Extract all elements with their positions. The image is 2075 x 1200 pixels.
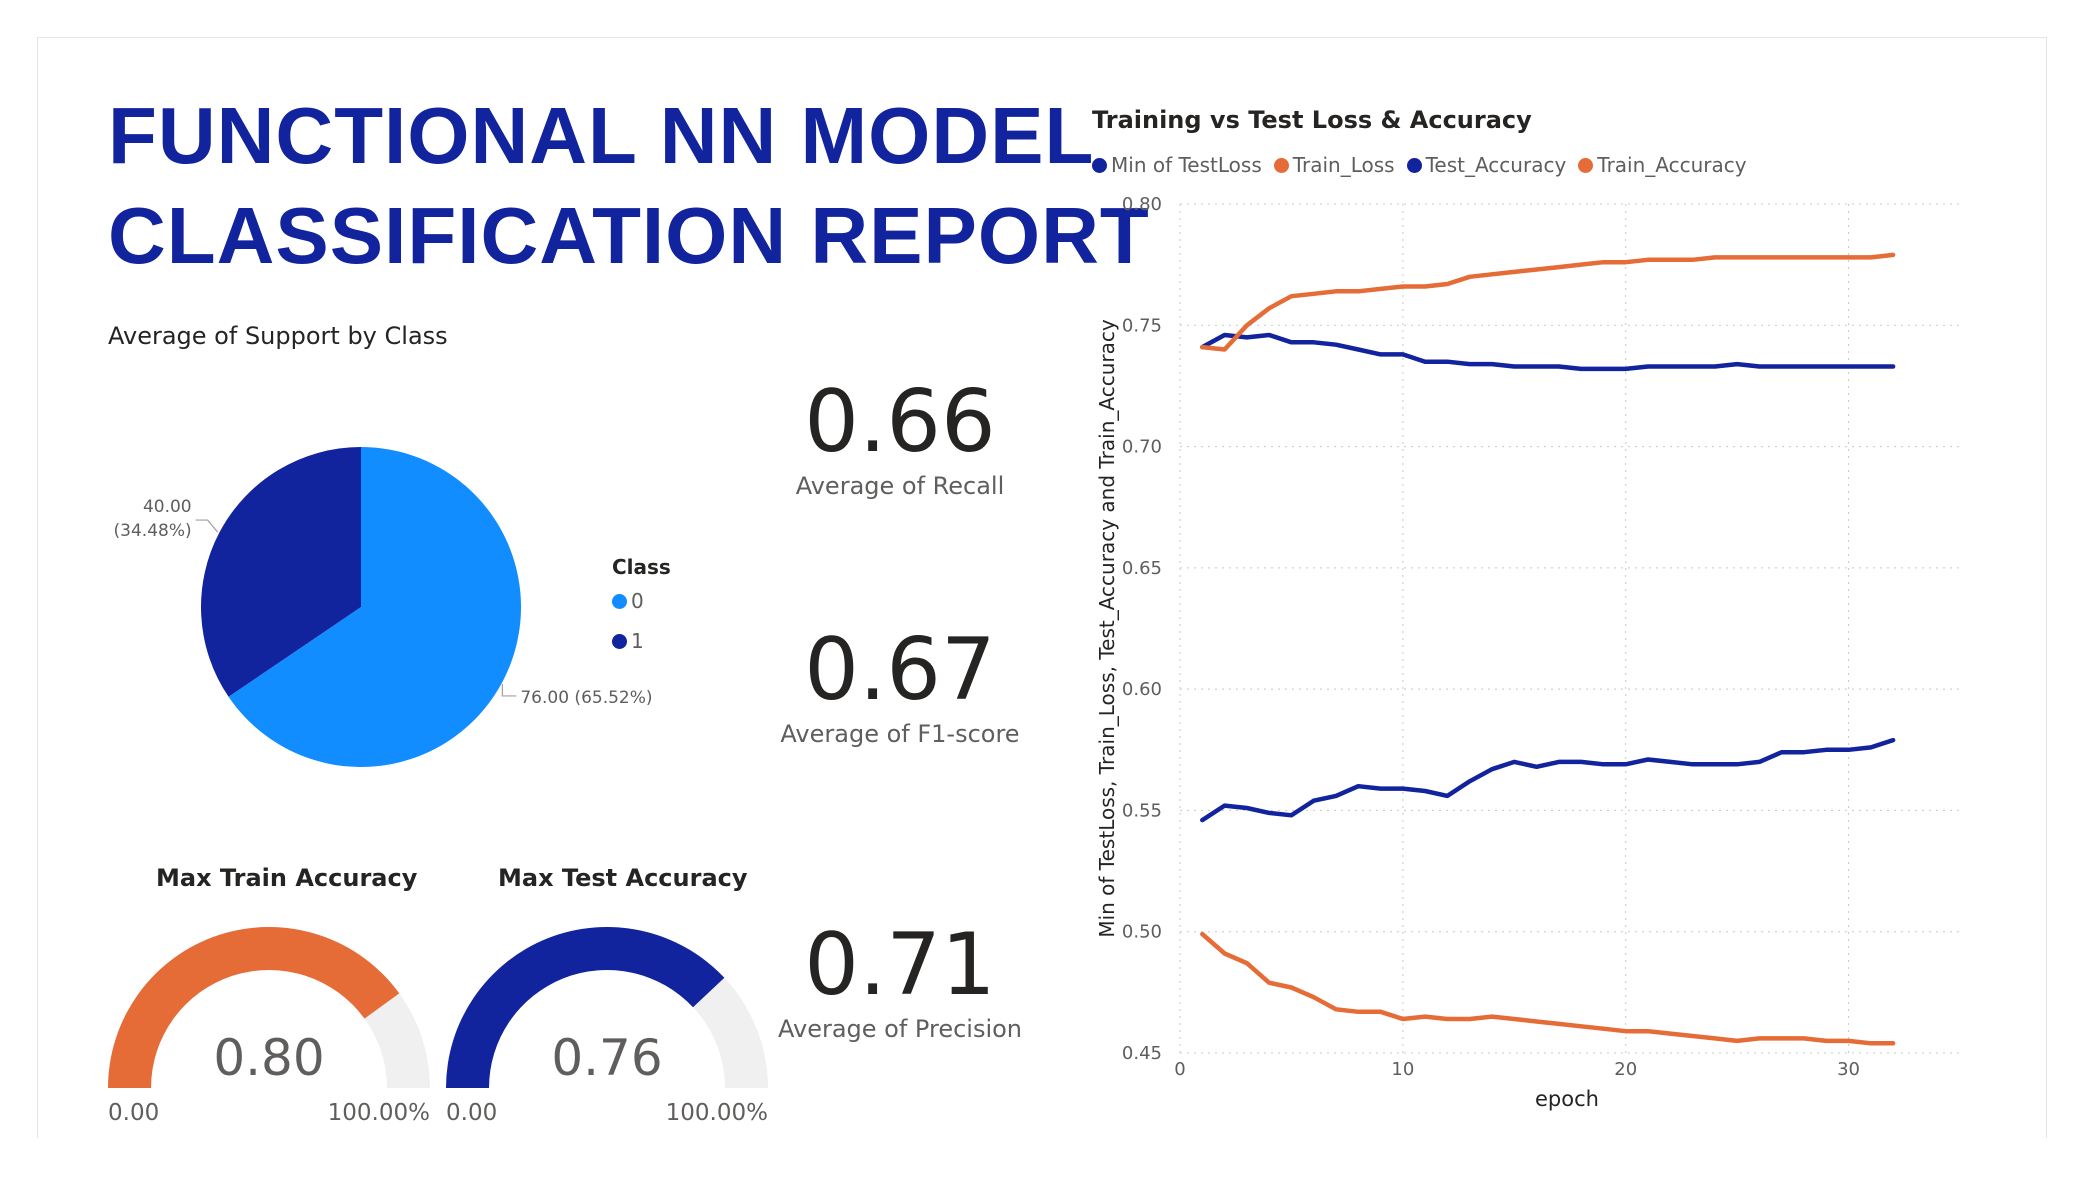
y-tick-label: 0.70 <box>1122 437 1162 458</box>
x-tick-label: 20 <box>1614 1059 1637 1080</box>
y-tick-label: 0.45 <box>1122 1043 1162 1064</box>
pie-slice-class-1[interactable] <box>201 447 361 697</box>
test-gauge-max: 100.00% <box>666 1100 768 1126</box>
series-line-test-accuracy[interactable] <box>1200 332 1896 372</box>
x-tick-label: 0 <box>1174 1059 1185 1080</box>
pie-leader-line <box>195 519 219 533</box>
test-gauge-min: 0.00 <box>446 1100 497 1126</box>
train-gauge-value: 0.80 <box>213 1029 324 1087</box>
legend-label: 0 <box>631 589 644 613</box>
test-gauge-title: Max Test Accuracy <box>498 864 748 892</box>
line-chart-legend: Min of TestLoss Train_Loss Test_Accuracy Tr… <box>1092 153 1759 177</box>
train-gauge-fill <box>108 927 400 1088</box>
line-chart-title: Training vs Test Loss & Accuracy <box>1092 106 1532 134</box>
recall-card-value: 0.66 <box>804 372 996 472</box>
f1-card-label: Average of F1-score <box>780 720 1020 748</box>
f1-card-value: 0.67 <box>804 620 996 720</box>
pie-slice-class-0[interactable] <box>228 447 521 768</box>
y-tick-label: 0.65 <box>1122 558 1162 579</box>
legend-label: Train_Loss <box>1292 153 1395 177</box>
legend-dot-icon <box>1406 158 1422 173</box>
support-pie-chart[interactable]: 76.00 (65.52%) 40.00 (34.48%) <box>0 0 700 820</box>
y-tick-label: 0.60 <box>1122 679 1162 700</box>
precision-card-value: 0.71 <box>804 915 996 1015</box>
legend-dot-icon <box>612 594 627 609</box>
train-gauge-min: 0.00 <box>108 1100 159 1126</box>
legend-item-test-accuracy[interactable]: Test_Accuracy <box>1406 153 1567 177</box>
precision-card-label: Average of Precision <box>777 1015 1023 1043</box>
legend-label: Train_Accuracy <box>1597 153 1747 177</box>
pie-chart-title: Average of Support by Class <box>108 322 448 350</box>
legend-label: Min of TestLoss <box>1111 153 1262 177</box>
accuracy-gauges: 0.80 0.00 100.00% 0.76 0.00 100.00% <box>108 926 768 1126</box>
train-gauge-max: 100.00% <box>328 1100 430 1126</box>
series-line-min-of-testloss[interactable] <box>1200 737 1896 823</box>
report-title-line-2: CLASSIFICATION REPORT <box>108 191 1150 280</box>
pie-legend-item-0[interactable]: 0 <box>612 589 644 613</box>
legend-label: Test_Accuracy <box>1425 153 1567 177</box>
recall-card-label: Average of Recall <box>795 472 1005 500</box>
loss-accuracy-line-chart[interactable]: 0.450.500.550.600.650.700.750.800 10 20 30e… <box>0 0 2000 1150</box>
pie-data-label: (34.48%) <box>114 521 192 541</box>
legend-item-min-of-testloss[interactable]: Min of TestLoss <box>1092 153 1262 177</box>
test-gauge-fill <box>446 926 725 1088</box>
legend-dot-icon <box>1273 158 1289 173</box>
pie-data-label: 76.00 (65.52%) <box>520 688 652 708</box>
pie-leader-line <box>501 683 517 697</box>
legend-item-train-accuracy[interactable]: Train_Accuracy <box>1578 153 1747 177</box>
y-tick-label: 0.80 <box>1122 194 1162 215</box>
y-axis-title: Min of TestLoss, Train_Loss, Test_Accura… <box>1095 319 1119 938</box>
legend-label: 1 <box>631 629 644 653</box>
legend-dot-icon <box>1578 158 1594 173</box>
y-tick-label: 0.50 <box>1122 922 1162 943</box>
legend-item-train-loss[interactable]: Train_Loss <box>1273 153 1395 177</box>
series-line-train-loss[interactable] <box>1200 931 1896 1046</box>
test-gauge-value: 0.76 <box>551 1029 662 1087</box>
legend-dot-icon <box>612 634 627 649</box>
x-axis-title: epoch <box>1535 1087 1599 1111</box>
x-tick-label: 10 <box>1391 1059 1414 1080</box>
series-line-train-accuracy[interactable] <box>1200 252 1896 352</box>
train-gauge-title: Max Train Accuracy <box>156 864 418 892</box>
pie-legend-item-1[interactable]: 1 <box>612 629 644 653</box>
y-tick-label: 0.55 <box>1122 800 1162 821</box>
y-tick-label: 0.75 <box>1122 315 1162 336</box>
pie-data-label: 40.00 <box>143 497 192 517</box>
x-tick-label: 30 <box>1837 1059 1860 1080</box>
legend-dot-icon <box>1092 158 1107 173</box>
pie-legend-title: Class <box>612 555 671 579</box>
report-title-line-1: FUNCTIONAL NN MODEL <box>108 91 1095 180</box>
